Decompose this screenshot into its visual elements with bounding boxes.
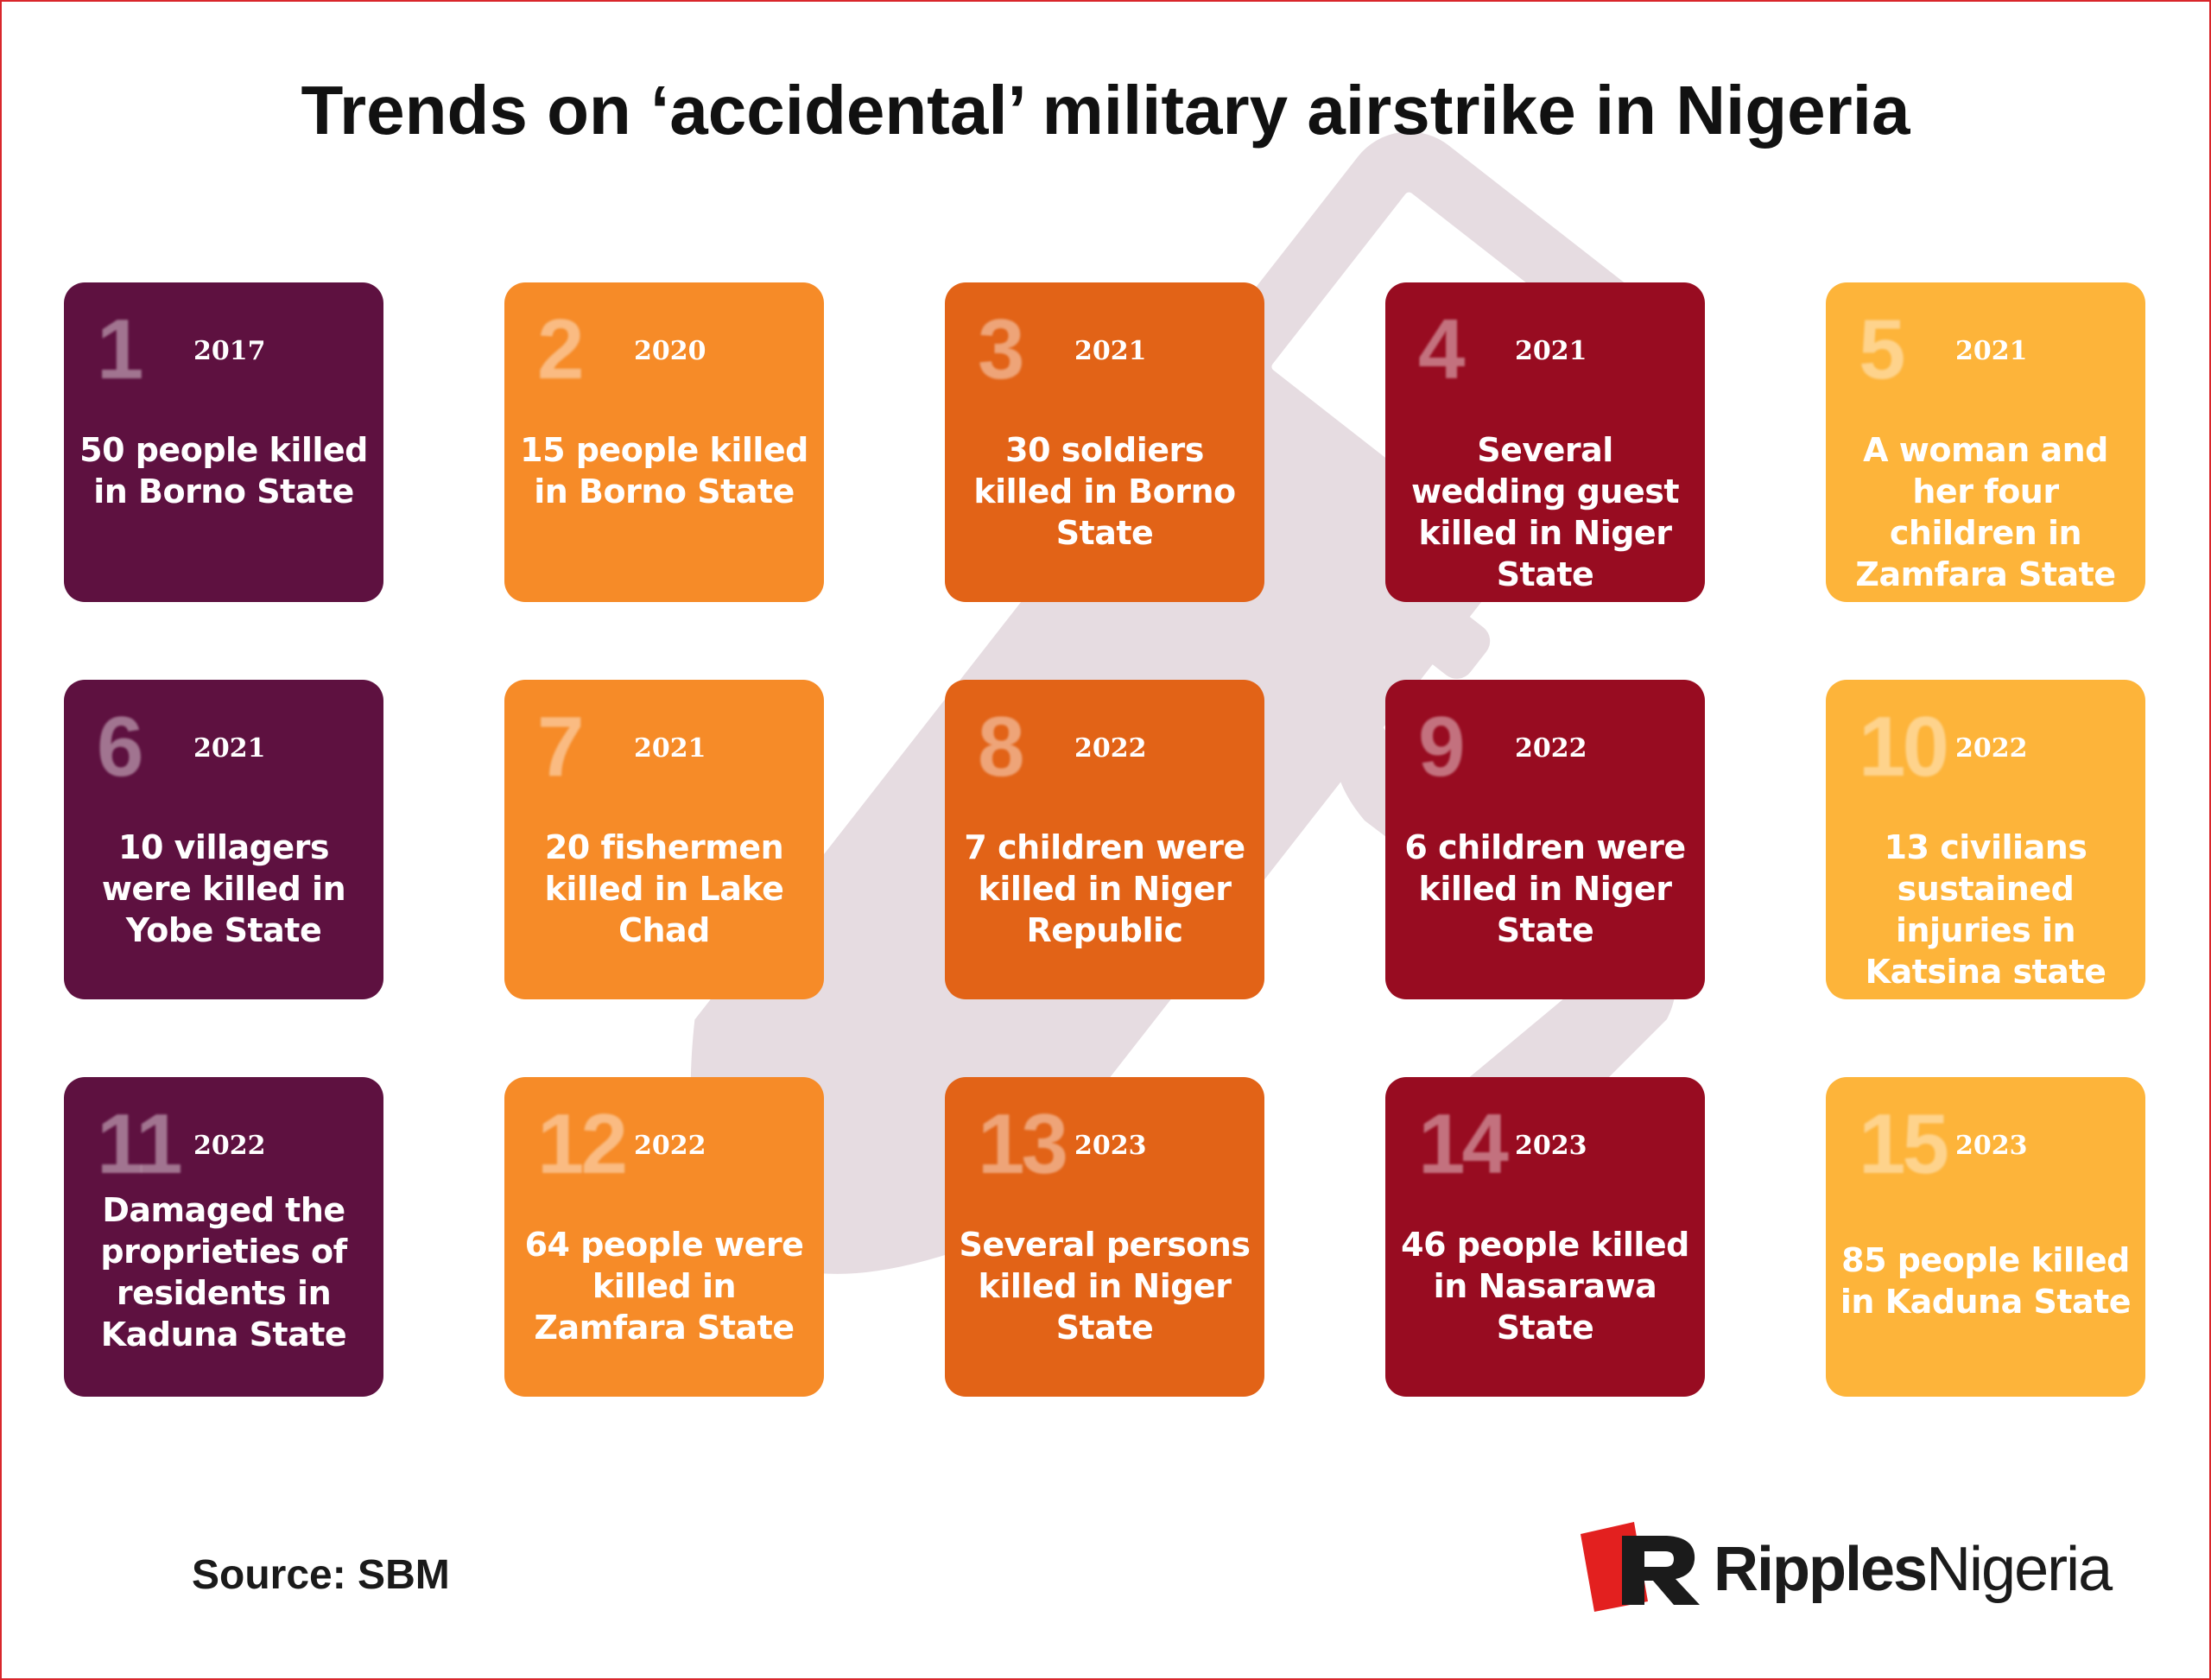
event-description: 50 people killed in Borno State (79, 431, 368, 510)
event-description: 10 villagers were killed in Yobe State (101, 828, 346, 949)
ripples-nigeria-logo: RipplesNigeria (1577, 1518, 2138, 1613)
event-card: 6 2021 10 villagers were killed in Yobe … (64, 680, 383, 999)
logo-word-nigeria: Nigeria (1926, 1535, 2113, 1604)
event-year: 2021 (1955, 336, 2028, 366)
event-number: 8 (978, 699, 1024, 794)
event-number: 9 (1418, 699, 1465, 794)
event-number: 2 (537, 301, 584, 396)
event-description: 85 people killed in Kaduna State (1840, 1241, 2132, 1321)
event-year: 2021 (193, 733, 266, 764)
event-description: Several wedding guest killed in Niger St… (1410, 431, 1680, 593)
page-title: Trends on ‘accidental’ military airstrik… (301, 72, 1910, 149)
event-number: 3 (978, 301, 1024, 396)
event-year: 2022 (1515, 733, 1587, 764)
event-number: 4 (1418, 301, 1465, 396)
event-card: 2 2020 15 people killed in Borno State (504, 282, 824, 602)
event-card: 14 2023 46 people killed in Nasarawa Sta… (1385, 1077, 1705, 1397)
event-description: A woman and her four children in Zamfara… (1855, 431, 2116, 593)
event-card: 15 2023 85 people killed in Kaduna State (1826, 1077, 2145, 1397)
event-number: 1 (97, 301, 143, 396)
event-year: 2023 (1515, 1131, 1587, 1161)
event-year: 2021 (634, 733, 706, 764)
event-card: 4 2021 Several wedding guest killed in N… (1385, 282, 1705, 602)
event-number: 10 (1859, 699, 1949, 794)
event-year: 2021 (1515, 336, 1587, 366)
event-card: 1 2017 50 people killed in Borno State (64, 282, 383, 602)
event-number: 15 (1859, 1096, 1949, 1191)
event-description: 20 fishermen killed in Lake Chad (544, 828, 784, 949)
event-year: 2020 (634, 336, 706, 366)
event-description: 15 people killed in Borno State (520, 431, 808, 510)
event-year: 2022 (1955, 733, 2028, 764)
logo-word-ripples: Ripples (1714, 1535, 1928, 1604)
event-description: Several persons killed in Niger State (959, 1226, 1251, 1347)
event-number: 13 (978, 1096, 1068, 1191)
event-year: 2022 (634, 1131, 706, 1161)
ripples-r-logo-icon (1581, 1522, 1700, 1612)
event-description: 7 children were killed in Niger Republic (964, 828, 1245, 949)
event-description: 64 people were killed in Zamfara State (524, 1226, 804, 1347)
event-year: 2017 (193, 336, 266, 366)
event-card: 10 2022 13 civilians sustained injuries … (1826, 680, 2145, 999)
event-description: 30 soldiers killed in Borno State (973, 431, 1236, 552)
event-year: 2023 (1955, 1131, 2028, 1161)
event-number: 14 (1418, 1096, 1509, 1191)
event-year: 2023 (1074, 1131, 1147, 1161)
event-year: 2021 (1074, 336, 1147, 366)
event-description: 6 children were killed in Niger State (1404, 828, 1686, 949)
event-number: 7 (537, 699, 584, 794)
event-description: Damaged the proprieties of residents in … (100, 1191, 347, 1354)
event-card: 11 2022 Damaged the proprieties of resid… (64, 1077, 383, 1397)
event-card: 12 2022 64 people were killed in Zamfara… (504, 1077, 824, 1397)
event-number: 12 (537, 1096, 628, 1191)
event-number: 6 (97, 699, 143, 794)
event-card: 13 2023 Several persons killed in Niger … (945, 1077, 1264, 1397)
event-number: 11 (97, 1096, 183, 1191)
logo-wordmark: RipplesNigeria (1714, 1534, 2113, 1605)
event-card: 7 2021 20 fishermen killed in Lake Chad (504, 680, 824, 999)
event-number: 5 (1859, 301, 1905, 396)
source-note: Source: SBM (192, 1552, 450, 1598)
event-description: 13 civilians sustained injuries in Katsi… (1865, 828, 2106, 991)
event-year: 2022 (193, 1131, 266, 1161)
event-card: 9 2022 6 children were killed in Niger S… (1385, 680, 1705, 999)
event-card: 5 2021 A woman and her four children in … (1826, 282, 2145, 602)
event-year: 2022 (1074, 733, 1147, 764)
event-card: 3 2021 30 soldiers killed in Borno State (945, 282, 1264, 602)
event-card: 8 2022 7 children were killed in Niger R… (945, 680, 1264, 999)
event-description: 46 people killed in Nasarawa State (1401, 1226, 1689, 1347)
